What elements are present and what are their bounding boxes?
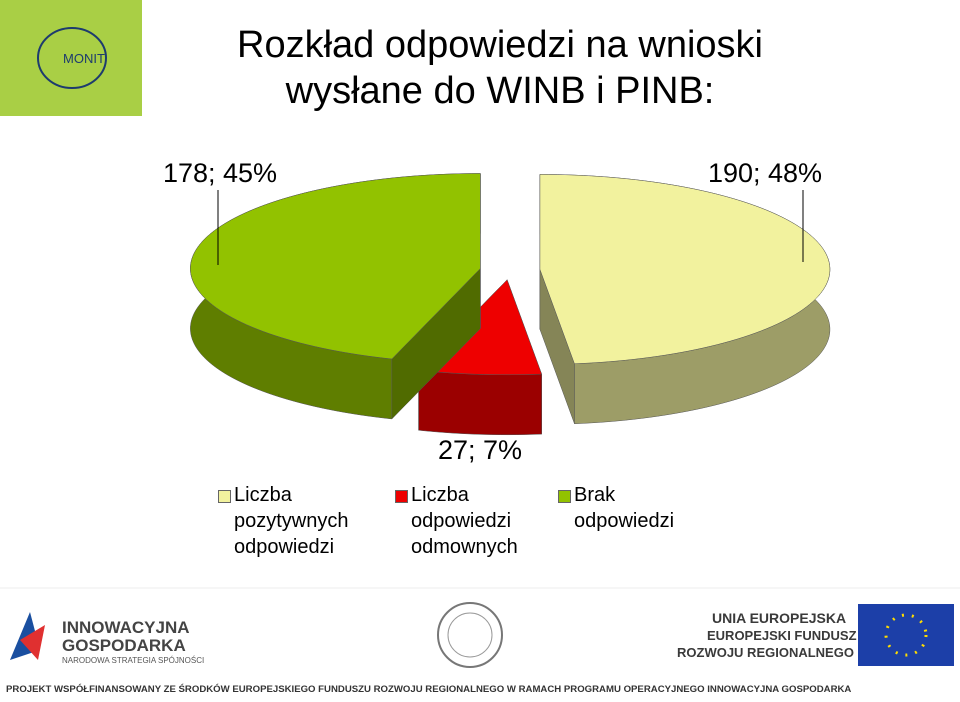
university-seal xyxy=(447,612,493,658)
data-label: 190; 48% xyxy=(708,158,822,188)
logo-text: MONIT xyxy=(63,51,105,66)
eu-flag xyxy=(858,604,954,666)
logo-ring xyxy=(37,27,107,89)
logo-text: EUROPEJSKI FUNDUSZ xyxy=(707,628,857,643)
logo-text: NARODOWA STRATEGIA SPÓJNOŚCI xyxy=(62,656,205,665)
pie-slice xyxy=(539,174,831,364)
legend-label: Brak odpowiedzi xyxy=(574,484,675,532)
logo-text: GOSPODARKA xyxy=(62,636,186,655)
logo-background xyxy=(0,0,142,116)
eu-stars xyxy=(884,613,928,657)
chart-title: Rozkład odpowiedzi na wnioski wysłane do… xyxy=(237,24,763,112)
legend-swatch xyxy=(218,490,231,503)
logo-text: UNIA EUROPEJSKA xyxy=(712,610,847,626)
legend-label: Liczba pozytywnych odpowiedzi xyxy=(234,484,349,558)
data-label: 27; 7% xyxy=(438,435,522,465)
data-label: 178; 45% xyxy=(163,158,277,188)
logo-text: INNOWACYJNA xyxy=(62,618,190,637)
legend-swatch xyxy=(395,490,408,503)
legend-swatch xyxy=(558,490,571,503)
university-seal xyxy=(437,602,503,668)
pie-slice xyxy=(190,173,481,360)
slice-side xyxy=(418,369,542,436)
footer-text: PROJEKT WSPÓŁFINANSOWANY ZE ŚRODKÓW EURO… xyxy=(6,684,852,695)
logo-shape xyxy=(20,625,45,660)
logo-text: ROZWOJU REGIONALNEGO xyxy=(677,645,854,660)
legend-label: Liczba odpowiedzi odmownych xyxy=(411,484,518,558)
